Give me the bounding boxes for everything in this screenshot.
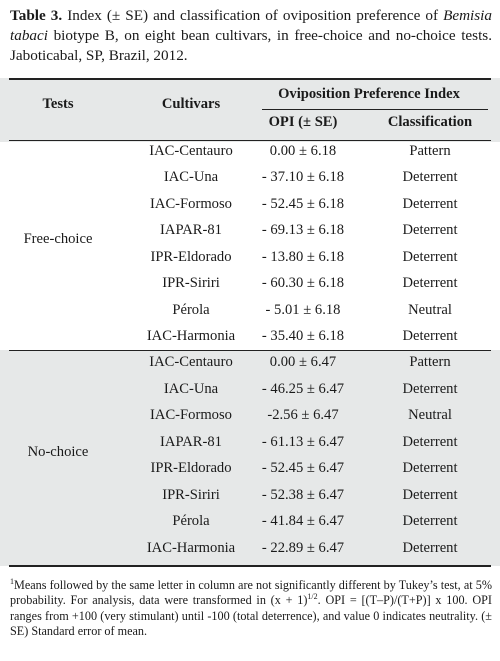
table-cell-cultivar: IAC-Harmonia xyxy=(146,540,236,556)
table-cell-cultivar: IAPAR-81 xyxy=(160,222,222,238)
table-cell-opi: - 52.38 ± 6.47 xyxy=(261,487,345,503)
table-cell-cultivar: IAPAR-81 xyxy=(160,434,222,450)
group-rule xyxy=(9,350,491,351)
table-cell-classification: Deterrent xyxy=(402,381,458,397)
caption-text: Index (± SE) and classification of ovipo… xyxy=(62,7,444,24)
table-cell-cultivar: IAC-Centauro xyxy=(149,143,233,159)
table-cell-classification: Pattern xyxy=(409,354,451,370)
header-tests: Tests xyxy=(42,96,74,112)
table-cell-cultivar: IAC-Una xyxy=(163,381,219,397)
table-cell-cultivar: IPR-Siriri xyxy=(162,275,220,291)
header-opi: OPI (± SE) xyxy=(268,114,338,130)
table-cell-classification: Deterrent xyxy=(402,275,458,291)
table-cell-classification: Deterrent xyxy=(402,540,458,556)
table-cell-opi: - 52.45 ± 6.47 xyxy=(261,460,345,476)
table-cell-classification: Deterrent xyxy=(402,169,458,185)
table-cell-classification: Deterrent xyxy=(402,434,458,450)
table-cell-opi: - 41.84 ± 6.47 xyxy=(261,513,345,529)
header-cultivars: Cultivars xyxy=(161,96,221,112)
table-cell-cultivar: IAC-Formoso xyxy=(150,196,232,212)
table-cell-cultivar: Pérola xyxy=(172,302,210,318)
footnote-text: Means followed by the same letter in col… xyxy=(10,578,492,608)
table-cell-cultivar: IPR-Eldorado xyxy=(150,460,232,476)
table-cell-opi: - 69.13 ± 6.18 xyxy=(261,222,345,238)
table-cell-cultivar: IPR-Eldorado xyxy=(150,249,232,265)
table-cell-classification: Deterrent xyxy=(402,487,458,503)
table-cell-cultivar: Pérola xyxy=(172,513,210,529)
table-cell-cultivar: IPR-Siriri xyxy=(162,487,220,503)
top-rule xyxy=(9,78,491,80)
table-cell-opi: - 52.45 ± 6.18 xyxy=(261,196,345,212)
footnote-marker: 1 xyxy=(10,576,14,586)
group-underline xyxy=(262,109,488,110)
test-label-no-choice: No-choice xyxy=(27,444,89,460)
table-cell-classification: Deterrent xyxy=(402,222,458,238)
table-cell-opi: 0.00 ± 6.47 xyxy=(269,354,337,370)
table-cell-cultivar: IAC-Una xyxy=(163,169,219,185)
table-cell-classification: Neutral xyxy=(408,407,452,423)
caption-label: Table 3. xyxy=(10,7,63,24)
table-caption: Table 3. Index (± SE) and classification… xyxy=(10,6,492,66)
header-rule xyxy=(9,140,491,141)
table-cell-opi: - 13.80 ± 6.18 xyxy=(261,249,345,265)
caption-text-continued: biotype B, on eight bean cultivars, in f… xyxy=(10,27,492,64)
table-cell-cultivar: IAC-Formoso xyxy=(150,407,232,423)
header-band xyxy=(0,78,500,142)
table-cell-classification: Deterrent xyxy=(402,196,458,212)
bottom-rule xyxy=(9,565,491,567)
footnote-text-continued: . OPI = [(T–P)/(T+P)] x 100. OPI ranges … xyxy=(10,593,492,638)
table-footnote: 1Means followed by the same letter in co… xyxy=(10,576,492,639)
header-classification: Classification xyxy=(387,114,473,130)
table-cell-opi: - 61.13 ± 6.47 xyxy=(261,434,345,450)
test-label-free-choice: Free-choice xyxy=(23,231,93,247)
table-cell-opi: - 22.89 ± 6.47 xyxy=(261,540,345,556)
table-cell-opi: 0.00 ± 6.18 xyxy=(269,143,337,159)
table-cell-classification: Neutral xyxy=(408,302,452,318)
caption-species: Bemisia tabaci xyxy=(10,7,492,44)
table-cell-opi: - 35.40 ± 6.18 xyxy=(261,328,345,344)
table-cell-classification: Deterrent xyxy=(402,460,458,476)
table-cell-opi: -2.56 ± 6.47 xyxy=(267,407,339,423)
table-cell-cultivar: IAC-Centauro xyxy=(149,354,233,370)
header-oviposition-preference-index: Oviposition Preference Index xyxy=(278,86,460,102)
table-cell-classification: Pattern xyxy=(409,143,451,159)
table-cell-classification: Deterrent xyxy=(402,249,458,265)
table-cell-opi: - 60.30 ± 6.18 xyxy=(261,275,345,291)
table-cell-classification: Deterrent xyxy=(402,328,458,344)
table-cell-opi: - 37.10 ± 6.18 xyxy=(261,169,345,185)
table-cell-opi: - 46.25 ± 6.47 xyxy=(261,381,345,397)
footnote-exponent: 1/2 xyxy=(307,592,318,602)
table-cell-opi: - 5.01 ± 6.18 xyxy=(265,302,341,318)
no-choice-band xyxy=(0,350,500,566)
table-cell-cultivar: IAC-Harmonia xyxy=(146,328,236,344)
table-cell-classification: Deterrent xyxy=(402,513,458,529)
